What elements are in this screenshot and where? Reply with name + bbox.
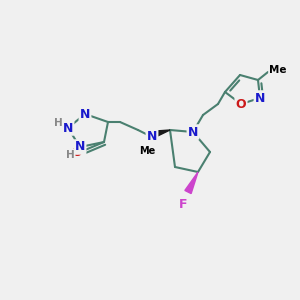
Polygon shape (185, 172, 198, 194)
Text: N: N (63, 122, 73, 134)
Text: N: N (255, 92, 265, 104)
Text: O: O (72, 146, 82, 158)
Text: O: O (236, 98, 246, 110)
Text: N: N (75, 140, 85, 154)
Text: Me: Me (139, 146, 155, 156)
Text: H: H (54, 118, 62, 128)
Text: N: N (147, 130, 157, 143)
Text: Me: Me (269, 65, 287, 75)
Text: N: N (188, 125, 198, 139)
Text: H: H (66, 150, 74, 160)
Text: N: N (80, 107, 90, 121)
Polygon shape (154, 130, 170, 137)
Text: F: F (179, 197, 187, 211)
